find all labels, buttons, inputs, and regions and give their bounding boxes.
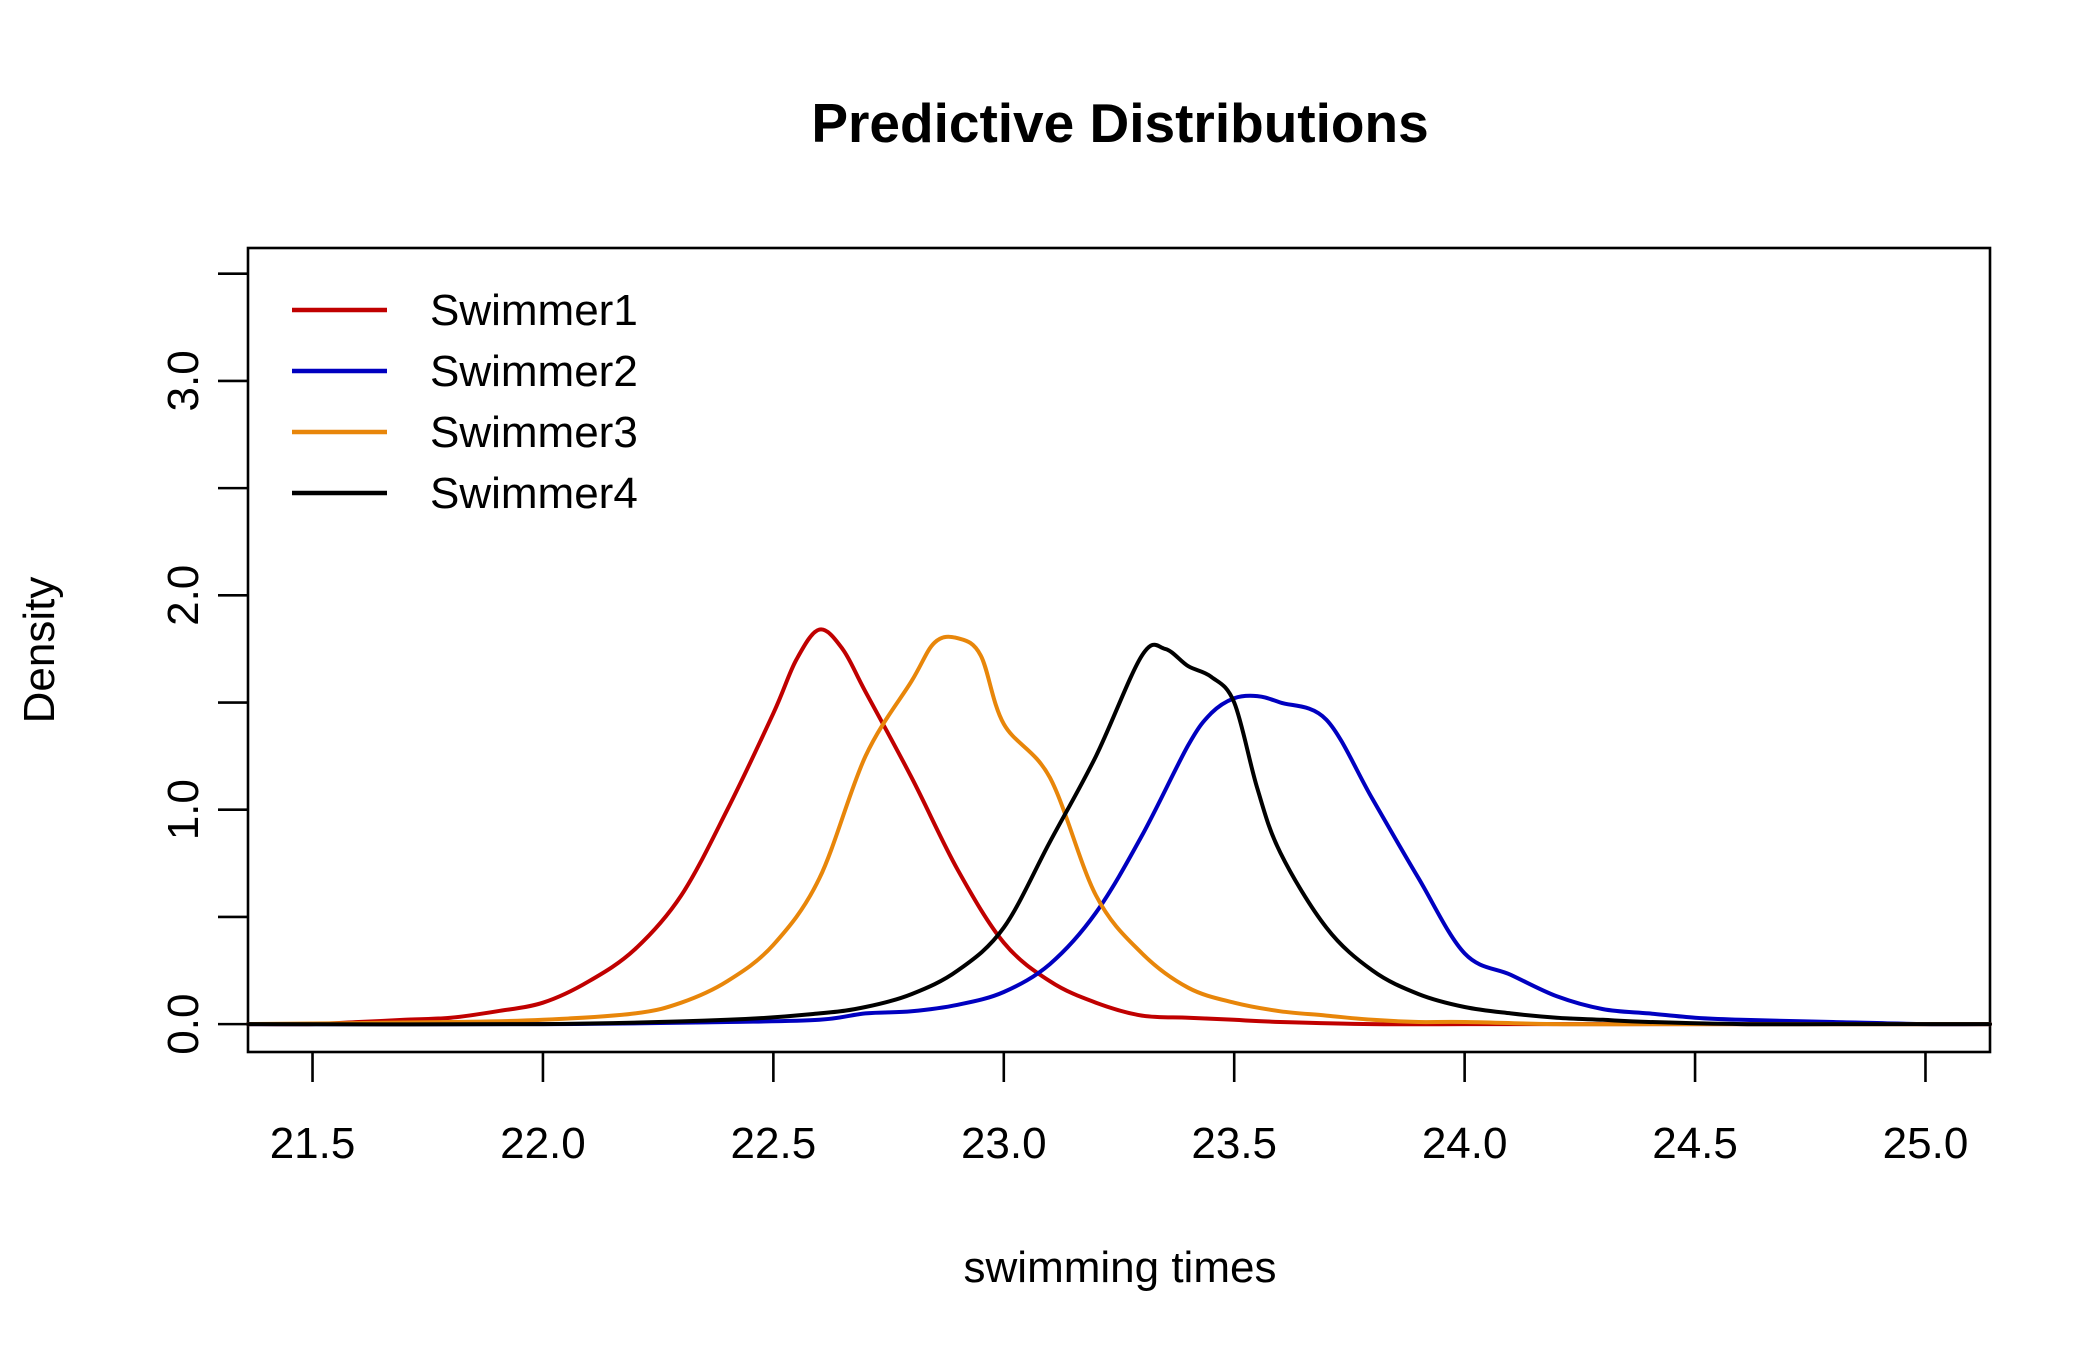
- series-line-swimmer4: [246, 642, 1992, 1027]
- series-line-swimmer2: [246, 693, 1992, 1027]
- series-line-swimmer1: [246, 627, 1992, 1027]
- legend: Swimmer1 Swimmer2 Swimmer3 Swimmer4: [292, 286, 638, 518]
- chart-title: Predictive Distributions: [811, 92, 1428, 154]
- x-tick-label: 23.5: [1191, 1119, 1277, 1168]
- y-tick-label: 3.0: [159, 350, 208, 411]
- y-axis: 0.0 1.0 2.0 3.0: [159, 272, 248, 1055]
- x-tick-label: 22.0: [500, 1119, 586, 1168]
- y-tick-label: 1.0: [159, 779, 208, 840]
- x-axis: 21.5 22.0 22.5 23.0 23.5 24.0 24.5 25.0: [270, 1052, 1969, 1168]
- legend-label-swimmer3: Swimmer3: [430, 408, 638, 457]
- x-axis-title: swimming times: [964, 1243, 1277, 1292]
- y-tick-label: 2.0: [159, 565, 208, 626]
- x-tick-label: 22.5: [731, 1119, 817, 1168]
- x-tick-label: 25.0: [1883, 1119, 1969, 1168]
- legend-label-swimmer2: Swimmer2: [430, 347, 638, 396]
- series-line-swimmer3: [246, 634, 1992, 1027]
- legend-label-swimmer4: Swimmer4: [430, 469, 638, 518]
- x-tick-label: 21.5: [270, 1119, 356, 1168]
- series-lines: [246, 627, 1992, 1027]
- x-tick-label: 24.0: [1422, 1119, 1508, 1168]
- x-tick-label: 23.0: [961, 1119, 1047, 1168]
- y-tick-label: 0.0: [159, 994, 208, 1055]
- y-axis-title: Density: [15, 577, 64, 724]
- x-tick-label: 24.5: [1652, 1119, 1738, 1168]
- plot-frame: [246, 246, 1992, 1054]
- legend-label-swimmer1: Swimmer1: [430, 286, 638, 335]
